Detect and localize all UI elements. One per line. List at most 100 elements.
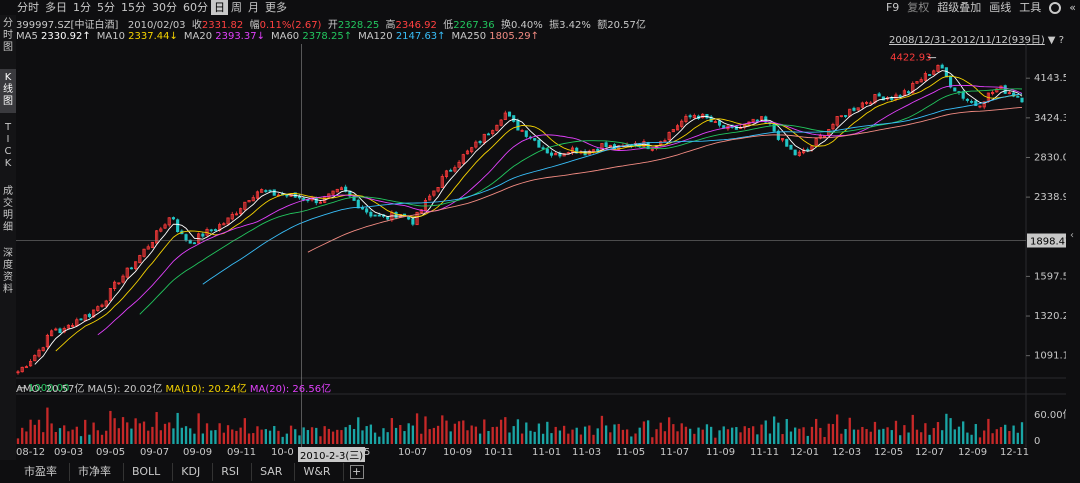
- left-nav-item[interactable]: 深 度 资 料: [3, 248, 13, 295]
- date-tick: 11-09: [706, 447, 736, 458]
- volume-bar: [659, 422, 662, 444]
- collapse-icon[interactable]: «: [1069, 1, 1076, 14]
- date-range[interactable]: 2008/12/31-2012/11/12(939日) ▼ ?: [889, 31, 1064, 46]
- left-nav-item[interactable]: K 线 图: [0, 69, 16, 113]
- quote-info-bar: 399997.SZ[中证白酒] 2010/02/03 收2331.82 幅0.1…: [16, 16, 646, 31]
- help-icon[interactable]: ?: [1058, 35, 1064, 46]
- volume-bar: [155, 412, 158, 444]
- volume-bar: [243, 418, 247, 444]
- period-tab[interactable]: 30分: [152, 1, 177, 14]
- indicator-tab[interactable]: 市净率: [70, 463, 124, 481]
- gear-icon[interactable]: [1049, 1, 1062, 14]
- volume-bar: [113, 418, 116, 444]
- candle-body: [806, 149, 810, 151]
- candle-body: [1007, 92, 1011, 95]
- left-nav-item[interactable]: 成 交 明 细: [3, 186, 13, 233]
- period-tab[interactable]: 更多: [265, 1, 287, 14]
- volume-bar: [571, 429, 574, 444]
- indicator-tab[interactable]: W&R: [295, 463, 344, 481]
- volume-tick-label: 60.00亿: [1034, 408, 1066, 421]
- ma-value: 2393.37↓: [215, 31, 265, 42]
- indicator-tab[interactable]: KDJ: [173, 463, 214, 481]
- date-range-text[interactable]: 2008/12/31-2012/11/12(939日): [889, 35, 1045, 46]
- candle-body: [339, 187, 344, 191]
- period-tab[interactable]: 1分: [73, 1, 91, 14]
- candle-body: [201, 233, 205, 237]
- period-tab[interactable]: 多日: [45, 1, 67, 14]
- volume-bar: [478, 433, 482, 444]
- indicator-tabs: 市盈率 市净率 BOLL KDJ RSI SAR W&R +: [16, 463, 370, 481]
- candle-body: [125, 267, 129, 278]
- period-tab[interactable]: 月: [248, 1, 259, 14]
- left-nav-item[interactable]: T I C K: [4, 122, 12, 169]
- kline-chart[interactable]: 4143.53 3424.39 2830.08 2338.91 1597.50 1320.…: [16, 44, 1066, 447]
- candle-body: [852, 107, 856, 111]
- candle-body: [344, 186, 348, 192]
- tools-button[interactable]: 工具: [1019, 1, 1042, 14]
- turnover-label: 换: [500, 20, 511, 31]
- volume-bar: [323, 426, 326, 444]
- candle-body: [907, 91, 911, 94]
- period-tab[interactable]: 5分: [97, 1, 115, 14]
- candle-body: [869, 102, 873, 105]
- period-tab[interactable]: 日: [211, 0, 228, 15]
- volume-bar: [415, 413, 419, 444]
- period-tab[interactable]: 60分: [183, 1, 208, 14]
- ma-line: [307, 106, 1023, 253]
- volume-bar: [613, 424, 616, 444]
- top-toolbar: 分时 多日 1分 5分 15分 30分 60分日周月更多 F9 复权 超级叠加 画线 工具 …: [0, 0, 1080, 15]
- period-tab[interactable]: 分时: [17, 1, 39, 14]
- volume-bar: [84, 419, 87, 444]
- draw-line-button[interactable]: 画线: [989, 1, 1012, 14]
- period-tab[interactable]: 15分: [121, 1, 146, 14]
- ma-label: MA250: [451, 31, 490, 42]
- chevron-down-icon[interactable]: ▼: [1047, 35, 1056, 46]
- candle-body: [104, 300, 108, 307]
- volume-bar: [747, 428, 751, 444]
- volume-bar: [378, 436, 381, 444]
- side-collapse-icon[interactable]: ‹: [1070, 230, 1074, 241]
- amount-label: 额: [597, 20, 608, 31]
- candle-body: [751, 118, 755, 122]
- volume-bar: [567, 433, 570, 444]
- candle-body: [327, 193, 331, 198]
- period-tab[interactable]: 周: [231, 1, 242, 14]
- left-nav-item[interactable]: 分 时 图: [3, 18, 13, 53]
- indicator-tab[interactable]: RSI: [213, 463, 253, 481]
- indicator-tab[interactable]: 市盈率: [16, 463, 70, 481]
- f9-button[interactable]: F9: [885, 1, 900, 14]
- ma-legend: MA5 2330.92↑ MA10 2337.44↓ MA20 2393.37↓ MA…: [16, 31, 545, 44]
- volume-bar: [306, 430, 310, 444]
- candle-body: [839, 115, 843, 118]
- indicator-tab[interactable]: SAR: [252, 463, 296, 481]
- volume-bar: [382, 428, 385, 444]
- volume-bar: [205, 423, 209, 444]
- volume-bar: [71, 429, 74, 444]
- volume-bar: [357, 417, 360, 444]
- volume-bar: [785, 418, 788, 444]
- volume-bar: [899, 435, 902, 444]
- cursor-price-box: [1027, 233, 1066, 248]
- turnover-value: 0.40%: [510, 20, 543, 31]
- volume-bar: [373, 432, 377, 444]
- candle-body: [331, 190, 335, 195]
- amplitude-value: 3.42%: [559, 20, 591, 31]
- volume-bar: [1016, 432, 1019, 444]
- volume-bar: [970, 434, 973, 444]
- volume-bar: [466, 430, 469, 444]
- adjust-button[interactable]: 复权: [907, 1, 930, 14]
- candle-body: [255, 191, 260, 199]
- volume-bar: [264, 429, 268, 444]
- volume-bar: [172, 428, 175, 444]
- volume-bar: [268, 430, 272, 444]
- candle-body: [491, 130, 495, 135]
- candle-body: [394, 212, 398, 218]
- candle-body: [789, 144, 793, 150]
- volume-bar: [630, 436, 633, 444]
- candle-body: [113, 281, 117, 290]
- indicator-tab[interactable]: BOLL: [124, 463, 174, 481]
- overlay-button[interactable]: 超级叠加: [937, 1, 982, 14]
- add-tab-icon[interactable]: +: [349, 465, 364, 479]
- volume-bar: [281, 436, 284, 444]
- date-tick: 10-09: [443, 447, 473, 458]
